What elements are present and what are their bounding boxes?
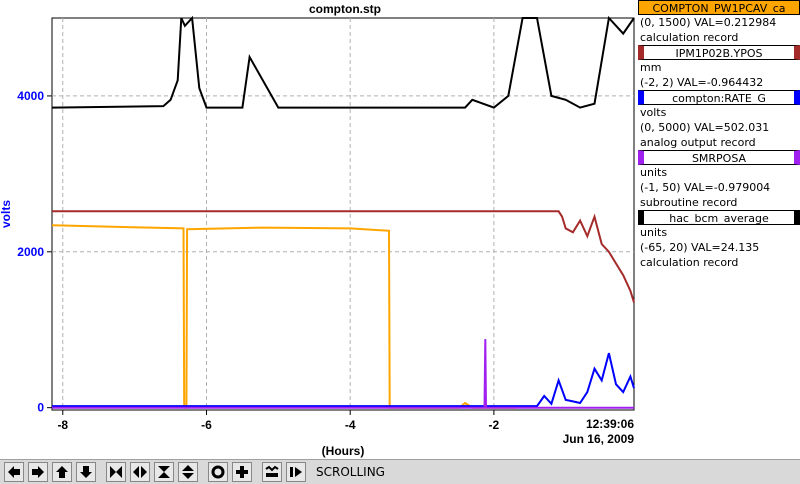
series-line-hac-bcm-average: [51, 15, 635, 109]
legend-title[interactable]: SMRPOSA: [638, 150, 800, 165]
legend-info: (0, 1500) VAL=0.212984: [640, 16, 777, 29]
legend-record-type: subroutine record: [640, 196, 738, 209]
legend-info: (-1, 50) VAL=-0.979004: [640, 181, 771, 194]
reset-icon[interactable]: [208, 462, 228, 482]
zoom-out-y-icon[interactable]: [178, 462, 198, 482]
series-lines: [51, 15, 635, 409]
series-line-ipm1p02b-ypos: [52, 210, 635, 303]
legend-unit: mm: [640, 61, 662, 74]
legend-title[interactable]: hac_bcm_average: [638, 210, 800, 225]
x-tick-label: -6: [201, 418, 212, 432]
legend-unit: units: [640, 166, 668, 179]
scroll-icon[interactable]: [286, 462, 306, 482]
y-axis-label: volts: [0, 200, 13, 228]
arrow-right-icon[interactable]: [28, 462, 48, 482]
zoom-in-y-icon[interactable]: [154, 462, 174, 482]
y-tick-label: 0: [37, 401, 44, 415]
date-label: Jun 16, 2009: [563, 432, 635, 446]
legend-info: (0, 5000) VAL=502.031: [640, 121, 770, 134]
legend-record-type: analog output record: [640, 136, 756, 149]
status-text: SCROLLING: [316, 465, 385, 479]
legend-entry-hac-bcm-average[interactable]: hac_bcm_average units (-65, 20) VAL=24.1…: [638, 210, 800, 270]
plot-area: [51, 17, 635, 411]
add-icon[interactable]: [232, 462, 252, 482]
legend-unit: units: [640, 226, 668, 239]
legend-info: (-2, 2) VAL=-0.964432: [640, 76, 764, 89]
legend-title[interactable]: IPM1P02B.YPOS: [638, 45, 800, 60]
legend-record-type: calculation record: [640, 31, 739, 44]
legend-title[interactable]: COMPTON_PW1PCAV_ca: [638, 0, 800, 15]
arrow-up-icon[interactable]: [52, 462, 72, 482]
zoom-out-x-icon[interactable]: [130, 462, 150, 482]
toolbar: SCROLLING: [0, 459, 800, 484]
strip-chart[interactable]: -8 -6 -4 -2 0 2000 4000 compton.stp volts (Hou…: [0, 0, 638, 459]
legend: COMPTON_PW1PCAV_ca (0, 1500) VAL=0.21298…: [638, 0, 800, 270]
axis-ticks: -8 -6 -4 -2 0 2000 4000: [17, 89, 499, 432]
arrow-down-icon[interactable]: [76, 462, 96, 482]
y-tick-label: 2000: [17, 245, 44, 259]
time-label: 12:39:06: [586, 417, 634, 431]
legend-title[interactable]: compton:RATE_G: [638, 90, 800, 105]
arrow-left-icon[interactable]: [4, 462, 24, 482]
auto-scale-icon[interactable]: [262, 462, 282, 482]
series-line-compton-rate-g: [52, 352, 635, 408]
zoom-in-x-icon[interactable]: [106, 462, 126, 482]
x-tick-label: -4: [345, 418, 356, 432]
y-tick-label: 4000: [17, 89, 44, 103]
x-axis-label: (Hours): [322, 444, 365, 458]
legend-entry-compton-rate-g[interactable]: compton:RATE_G volts (0, 5000) VAL=502.0…: [638, 90, 800, 150]
legend-entry-smrposa[interactable]: SMRPOSA units (-1, 50) VAL=-0.979004 sub…: [638, 150, 800, 210]
legend-unit: volts: [640, 106, 667, 119]
series-line-smrposa: [52, 339, 634, 409]
legend-entry-compton-pw1pcav[interactable]: COMPTON_PW1PCAV_ca (0, 1500) VAL=0.21298…: [638, 0, 800, 45]
legend-info: (-65, 20) VAL=24.135: [640, 241, 760, 254]
chart-title: compton.stp: [309, 2, 381, 16]
x-tick-label: -2: [489, 418, 500, 432]
x-tick-label: -8: [57, 418, 68, 432]
legend-entry-ipm1p02b[interactable]: IPM1P02B.YPOS mm (-2, 2) VAL=-0.964432: [638, 45, 800, 90]
legend-record-type: calculation record: [640, 256, 739, 269]
